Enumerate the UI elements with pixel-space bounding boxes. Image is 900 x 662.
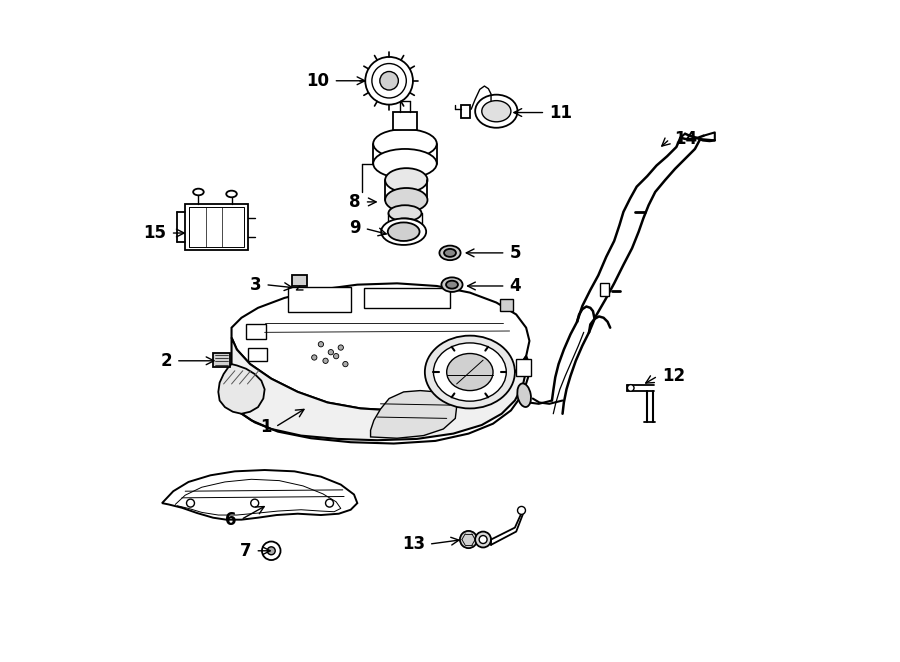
Text: 2: 2 — [160, 352, 172, 370]
Polygon shape — [371, 391, 456, 438]
Text: 11: 11 — [549, 103, 572, 122]
Polygon shape — [219, 364, 265, 414]
Polygon shape — [231, 283, 529, 410]
Text: 15: 15 — [144, 224, 166, 242]
Circle shape — [326, 499, 334, 507]
Text: 6: 6 — [225, 510, 237, 529]
Text: 13: 13 — [401, 535, 425, 553]
Text: 1: 1 — [260, 418, 271, 436]
Ellipse shape — [518, 383, 531, 407]
Text: 12: 12 — [662, 367, 685, 385]
Bar — [246, 324, 266, 339]
Ellipse shape — [444, 249, 456, 257]
Ellipse shape — [389, 218, 421, 234]
Ellipse shape — [385, 188, 428, 212]
Circle shape — [343, 361, 348, 367]
Text: 10: 10 — [307, 71, 329, 90]
Text: 4: 4 — [509, 277, 521, 295]
Bar — [364, 288, 450, 308]
Circle shape — [627, 385, 634, 391]
Bar — [599, 283, 609, 296]
Circle shape — [372, 64, 406, 98]
Text: 9: 9 — [349, 219, 361, 238]
Polygon shape — [162, 470, 357, 520]
Circle shape — [186, 499, 194, 507]
Bar — [213, 353, 230, 367]
Ellipse shape — [475, 95, 518, 128]
Bar — [517, 359, 531, 376]
Ellipse shape — [482, 101, 511, 122]
Circle shape — [311, 355, 317, 360]
Circle shape — [267, 547, 275, 555]
Bar — [292, 275, 307, 286]
Ellipse shape — [446, 354, 493, 391]
Circle shape — [334, 354, 338, 359]
Bar — [461, 105, 470, 118]
Ellipse shape — [434, 343, 507, 401]
Bar — [248, 348, 266, 361]
Circle shape — [323, 358, 328, 363]
Circle shape — [460, 531, 477, 548]
Circle shape — [328, 350, 334, 355]
Bar — [189, 207, 244, 247]
Ellipse shape — [425, 336, 515, 408]
Circle shape — [319, 342, 324, 347]
Ellipse shape — [439, 246, 461, 260]
Ellipse shape — [194, 189, 203, 195]
Circle shape — [365, 57, 413, 105]
Text: 7: 7 — [239, 542, 251, 560]
Ellipse shape — [389, 205, 421, 221]
Circle shape — [251, 499, 258, 507]
Ellipse shape — [446, 281, 458, 289]
Circle shape — [479, 536, 487, 544]
Bar — [393, 112, 417, 130]
Text: 8: 8 — [349, 193, 361, 211]
Circle shape — [518, 506, 526, 514]
Text: 5: 5 — [509, 244, 521, 262]
Bar — [500, 299, 513, 311]
Circle shape — [380, 71, 399, 90]
Circle shape — [338, 345, 344, 350]
Circle shape — [262, 542, 281, 560]
Ellipse shape — [385, 168, 428, 192]
Ellipse shape — [226, 191, 237, 197]
Ellipse shape — [374, 129, 436, 158]
Text: 3: 3 — [249, 275, 261, 294]
Ellipse shape — [382, 218, 427, 245]
Bar — [185, 204, 248, 250]
Ellipse shape — [441, 277, 463, 292]
Circle shape — [475, 532, 491, 547]
Ellipse shape — [388, 222, 419, 241]
Bar — [288, 287, 351, 312]
Ellipse shape — [374, 149, 436, 178]
Text: 14: 14 — [674, 130, 697, 148]
Polygon shape — [231, 338, 526, 440]
